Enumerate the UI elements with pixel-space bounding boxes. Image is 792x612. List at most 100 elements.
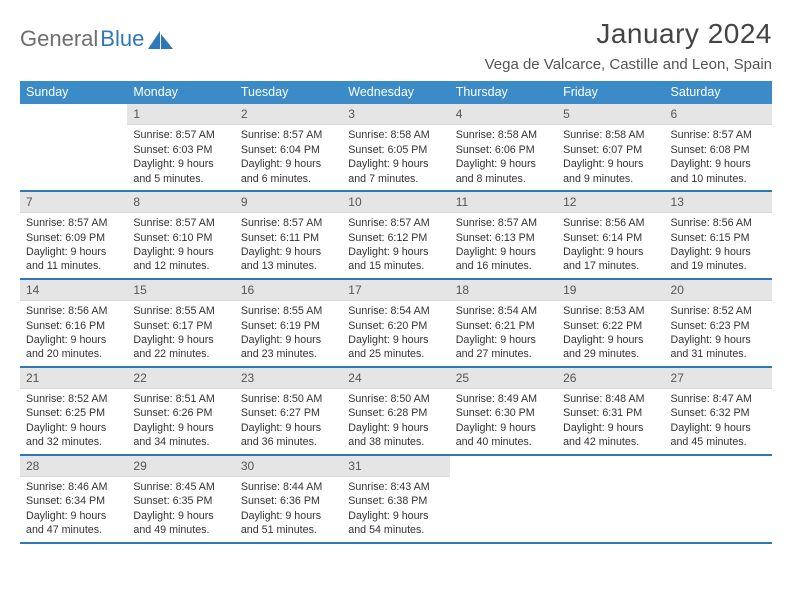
weekday-header: Saturday [665,81,772,104]
day-body: Sunrise: 8:58 AMSunset: 6:07 PMDaylight:… [557,125,664,190]
daylight-line: Daylight: 9 hours and 11 minutes. [26,245,121,274]
day-number: 4 [450,104,557,125]
weekday-header: Monday [127,81,234,104]
daylight-line: Daylight: 9 hours and 45 minutes. [671,421,766,450]
calendar-day-cell: 16Sunrise: 8:55 AMSunset: 6:19 PMDayligh… [235,279,342,367]
sunrise-line: Sunrise: 8:58 AM [563,128,658,142]
calendar-day-cell: 22Sunrise: 8:51 AMSunset: 6:26 PMDayligh… [127,367,234,455]
sunset-line: Sunset: 6:20 PM [348,319,443,333]
calendar-day-cell: 8Sunrise: 8:57 AMSunset: 6:10 PMDaylight… [127,191,234,279]
calendar-day-cell [450,455,557,543]
brand-word-2: Blue [100,26,144,52]
calendar-day-cell: 11Sunrise: 8:57 AMSunset: 6:13 PMDayligh… [450,191,557,279]
calendar-day-cell: 15Sunrise: 8:55 AMSunset: 6:17 PMDayligh… [127,279,234,367]
sunset-line: Sunset: 6:23 PM [671,319,766,333]
sunrise-line: Sunrise: 8:44 AM [241,480,336,494]
day-body: Sunrise: 8:46 AMSunset: 6:34 PMDaylight:… [20,477,127,542]
sunrise-line: Sunrise: 8:52 AM [671,304,766,318]
sunrise-line: Sunrise: 8:43 AM [348,480,443,494]
day-body: Sunrise: 8:57 AMSunset: 6:10 PMDaylight:… [127,213,234,278]
day-number: 26 [557,368,664,389]
daylight-line: Daylight: 9 hours and 47 minutes. [26,509,121,538]
day-number: 6 [665,104,772,125]
daylight-line: Daylight: 9 hours and 13 minutes. [241,245,336,274]
day-body: Sunrise: 8:50 AMSunset: 6:27 PMDaylight:… [235,389,342,454]
day-body: Sunrise: 8:45 AMSunset: 6:35 PMDaylight:… [127,477,234,542]
daylight-line: Daylight: 9 hours and 10 minutes. [671,157,766,186]
weekday-header: Thursday [450,81,557,104]
sunset-line: Sunset: 6:16 PM [26,319,121,333]
daylight-line: Daylight: 9 hours and 8 minutes. [456,157,551,186]
calendar-day-cell: 3Sunrise: 8:58 AMSunset: 6:05 PMDaylight… [342,104,449,191]
sunrise-line: Sunrise: 8:58 AM [348,128,443,142]
sunrise-line: Sunrise: 8:57 AM [241,128,336,142]
weekday-header: Tuesday [235,81,342,104]
day-body: Sunrise: 8:43 AMSunset: 6:38 PMDaylight:… [342,477,449,542]
brand-word-1: General [20,26,98,52]
day-body: Sunrise: 8:58 AMSunset: 6:05 PMDaylight:… [342,125,449,190]
calendar-week-row: 14Sunrise: 8:56 AMSunset: 6:16 PMDayligh… [20,279,772,367]
sunrise-line: Sunrise: 8:49 AM [456,392,551,406]
day-body: Sunrise: 8:57 AMSunset: 6:03 PMDaylight:… [127,125,234,190]
day-number: 22 [127,368,234,389]
sunrise-line: Sunrise: 8:53 AM [563,304,658,318]
sunset-line: Sunset: 6:17 PM [133,319,228,333]
sunrise-line: Sunrise: 8:56 AM [26,304,121,318]
day-number: 14 [20,280,127,301]
day-body: Sunrise: 8:44 AMSunset: 6:36 PMDaylight:… [235,477,342,542]
day-number: 8 [127,192,234,213]
top-bar: GeneralBlue January 2024 Vega de Valcarc… [20,18,772,73]
daylight-line: Daylight: 9 hours and 31 minutes. [671,333,766,362]
weekday-header-row: Sunday Monday Tuesday Wednesday Thursday… [20,81,772,104]
daylight-line: Daylight: 9 hours and 9 minutes. [563,157,658,186]
daylight-line: Daylight: 9 hours and 6 minutes. [241,157,336,186]
sunset-line: Sunset: 6:13 PM [456,231,551,245]
calendar-day-cell: 17Sunrise: 8:54 AMSunset: 6:20 PMDayligh… [342,279,449,367]
day-body: Sunrise: 8:55 AMSunset: 6:17 PMDaylight:… [127,301,234,366]
sunset-line: Sunset: 6:34 PM [26,494,121,508]
calendar-day-cell: 14 Sunrise: 8:56 AMSunset: 6:16 PMDayligh… [20,279,127,367]
calendar-day-cell: 24Sunrise: 8:50 AMSunset: 6:28 PMDayligh… [342,367,449,455]
daylight-line: Daylight: 9 hours and 20 minutes. [26,333,121,362]
sunset-line: Sunset: 6:22 PM [563,319,658,333]
sunset-line: Sunset: 6:03 PM [133,143,228,157]
sunrise-line: Sunrise: 8:57 AM [133,216,228,230]
calendar-day-cell: 4Sunrise: 8:58 AMSunset: 6:06 PMDaylight… [450,104,557,191]
weekday-header: Wednesday [342,81,449,104]
daylight-line: Daylight: 9 hours and 40 minutes. [456,421,551,450]
sunset-line: Sunset: 6:06 PM [456,143,551,157]
day-number: 23 [235,368,342,389]
day-number: 16 [235,280,342,301]
sunset-line: Sunset: 6:14 PM [563,231,658,245]
daylight-line: Daylight: 9 hours and 42 minutes. [563,421,658,450]
day-body: Sunrise: 8:55 AMSunset: 6:19 PMDaylight:… [235,301,342,366]
calendar-day-cell: 21Sunrise: 8:52 AMSunset: 6:25 PMDayligh… [20,367,127,455]
day-number: 13 [665,192,772,213]
day-number: 12 [557,192,664,213]
day-number: 9 [235,192,342,213]
day-body: Sunrise: 8:56 AMSunset: 6:15 PMDaylight:… [665,213,772,278]
brand-logo: GeneralBlue [20,18,174,52]
sunset-line: Sunset: 6:09 PM [26,231,121,245]
day-number: 7 [20,192,127,213]
sunrise-line: Sunrise: 8:57 AM [26,216,121,230]
calendar-day-cell: 9Sunrise: 8:57 AMSunset: 6:11 PMDaylight… [235,191,342,279]
sunrise-line: Sunrise: 8:46 AM [26,480,121,494]
sunset-line: Sunset: 6:04 PM [241,143,336,157]
daylight-line: Daylight: 9 hours and 25 minutes. [348,333,443,362]
day-body: Sunrise: 8:50 AMSunset: 6:28 PMDaylight:… [342,389,449,454]
day-body: Sunrise: 8:52 AMSunset: 6:25 PMDaylight:… [20,389,127,454]
day-body: Sunrise: 8:53 AMSunset: 6:22 PMDaylight:… [557,301,664,366]
weekday-header: Sunday [20,81,127,104]
sunrise-line: Sunrise: 8:55 AM [241,304,336,318]
day-body: Sunrise: 8:54 AMSunset: 6:21 PMDaylight:… [450,301,557,366]
calendar-day-cell [20,104,127,191]
title-block: January 2024 Vega de Valcarce, Castille … [485,18,772,73]
day-number: 28 [20,456,127,477]
sail-icon [148,31,174,49]
day-number: 21 [20,368,127,389]
daylight-line: Daylight: 9 hours and 17 minutes. [563,245,658,274]
day-body: Sunrise: 8:54 AMSunset: 6:20 PMDaylight:… [342,301,449,366]
daylight-line: Daylight: 9 hours and 7 minutes. [348,157,443,186]
sunrise-line: Sunrise: 8:55 AM [133,304,228,318]
